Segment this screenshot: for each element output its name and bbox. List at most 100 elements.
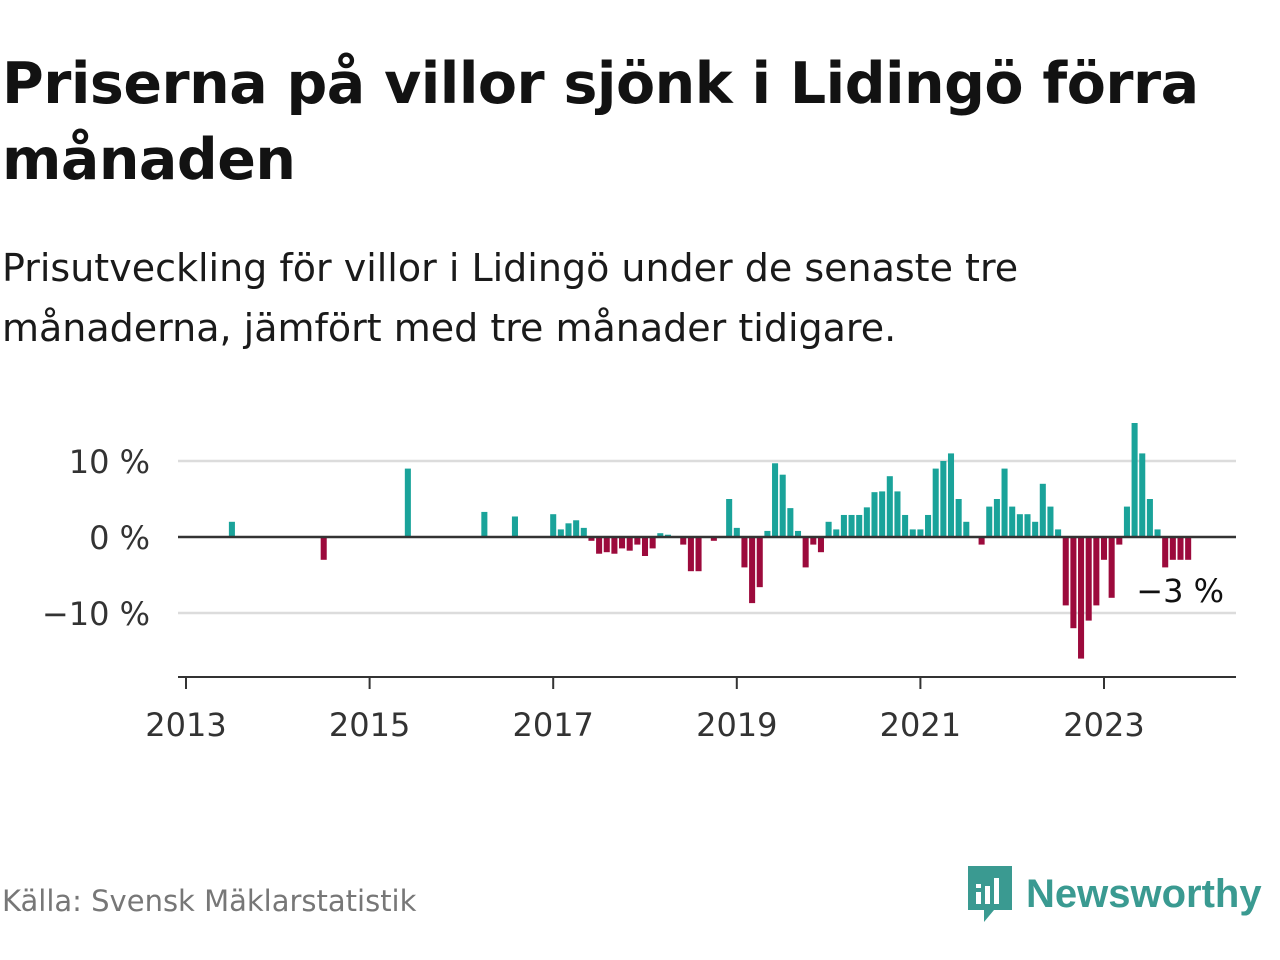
bar bbox=[404, 468, 411, 537]
y-tick-label: −10 % bbox=[42, 595, 150, 633]
annotations: −3 % bbox=[1136, 572, 1224, 610]
bar bbox=[1123, 506, 1130, 537]
bar bbox=[940, 461, 947, 537]
bar bbox=[726, 499, 733, 537]
bar bbox=[1108, 537, 1115, 598]
bar bbox=[626, 537, 633, 551]
bar bbox=[909, 529, 916, 537]
bar bbox=[320, 537, 327, 560]
bar bbox=[886, 476, 893, 537]
bar bbox=[1047, 506, 1054, 537]
bars bbox=[228, 423, 1192, 659]
y-tick-label: 10 % bbox=[69, 443, 150, 481]
bar bbox=[764, 530, 771, 537]
bar bbox=[817, 537, 824, 553]
bar bbox=[879, 491, 886, 537]
bar bbox=[641, 537, 649, 556]
bar bbox=[802, 537, 809, 568]
bar bbox=[481, 511, 488, 537]
bar bbox=[1093, 537, 1100, 606]
bar bbox=[657, 533, 664, 537]
bar bbox=[649, 537, 656, 549]
bar bbox=[1062, 537, 1069, 606]
bar bbox=[1177, 537, 1184, 560]
bar bbox=[695, 537, 702, 572]
bar bbox=[1116, 537, 1123, 545]
bar bbox=[733, 527, 740, 537]
bar bbox=[1070, 537, 1077, 629]
bar bbox=[787, 508, 794, 537]
bar bbox=[1085, 537, 1092, 621]
bar bbox=[1032, 521, 1039, 537]
brand-name: Newsworthy bbox=[1026, 871, 1262, 916]
bar bbox=[978, 537, 985, 545]
bar bbox=[1078, 537, 1085, 659]
x-tick-label: 2013 bbox=[145, 706, 226, 744]
end-value-label: −3 % bbox=[1136, 572, 1224, 610]
bar-chart: −10 % 0 % 10 % 2013 2015 2017 2019 2021 2023 −3… bbox=[42, 423, 1236, 744]
y-axis-labels: −10 % 0 % 10 % bbox=[42, 443, 150, 633]
y-tick-label: 0 % bbox=[89, 519, 150, 557]
bar bbox=[1016, 514, 1023, 537]
bar bbox=[993, 499, 1000, 537]
bar bbox=[228, 521, 235, 537]
bar bbox=[565, 523, 572, 537]
bar bbox=[894, 491, 901, 537]
bar bbox=[619, 537, 626, 549]
bar bbox=[1139, 453, 1146, 537]
bar bbox=[1146, 499, 1153, 537]
bar bbox=[756, 537, 763, 588]
bar bbox=[550, 514, 557, 537]
bar bbox=[511, 516, 518, 537]
bar bbox=[1131, 423, 1138, 537]
bar bbox=[557, 529, 564, 537]
bar bbox=[611, 537, 618, 554]
bar bbox=[833, 529, 840, 537]
bar bbox=[687, 537, 694, 572]
bar bbox=[825, 521, 832, 537]
x-tick-label: 2019 bbox=[696, 706, 777, 744]
bar bbox=[1039, 483, 1046, 537]
bar bbox=[634, 537, 641, 545]
bar bbox=[947, 453, 955, 537]
bar bbox=[1024, 514, 1031, 537]
bar bbox=[963, 521, 970, 537]
bar bbox=[603, 537, 610, 553]
bar bbox=[902, 514, 909, 537]
bar bbox=[917, 529, 924, 537]
bar bbox=[741, 537, 748, 568]
bar bbox=[848, 514, 855, 537]
bar bbox=[588, 537, 595, 541]
bar bbox=[772, 463, 779, 537]
bar bbox=[794, 530, 802, 537]
bar bbox=[749, 537, 756, 604]
bar bbox=[925, 514, 932, 537]
bar bbox=[779, 474, 786, 537]
bar bbox=[1154, 529, 1161, 537]
bar bbox=[710, 537, 717, 541]
bar bbox=[810, 537, 817, 545]
newsworthy-logo: Newsworthy bbox=[964, 862, 1262, 926]
bar bbox=[1100, 537, 1108, 560]
bar bbox=[1001, 468, 1008, 537]
bar bbox=[573, 520, 580, 537]
bar bbox=[840, 514, 847, 537]
bar bbox=[932, 468, 939, 537]
bar bbox=[1162, 537, 1169, 568]
x-axis: 2013 2015 2017 2019 2021 2023 bbox=[145, 535, 1236, 744]
chart-subtitle: Prisutveckling för villor i Lidingö unde… bbox=[2, 246, 1019, 350]
source-note: Källa: Svensk Mäklarstatistik bbox=[2, 884, 417, 918]
bar bbox=[580, 527, 587, 537]
bar bbox=[1055, 529, 1062, 537]
bar bbox=[1169, 537, 1176, 560]
bar bbox=[1009, 506, 1016, 537]
bar bbox=[1185, 537, 1192, 560]
gridlines bbox=[178, 459, 1236, 615]
x-tick-label: 2023 bbox=[1063, 706, 1144, 744]
x-tick-label: 2021 bbox=[880, 706, 961, 744]
bar bbox=[596, 537, 603, 554]
x-tick-label: 2017 bbox=[512, 706, 593, 744]
x-tick-label: 2015 bbox=[329, 706, 410, 744]
bar bbox=[986, 506, 993, 537]
bar bbox=[680, 537, 687, 545]
